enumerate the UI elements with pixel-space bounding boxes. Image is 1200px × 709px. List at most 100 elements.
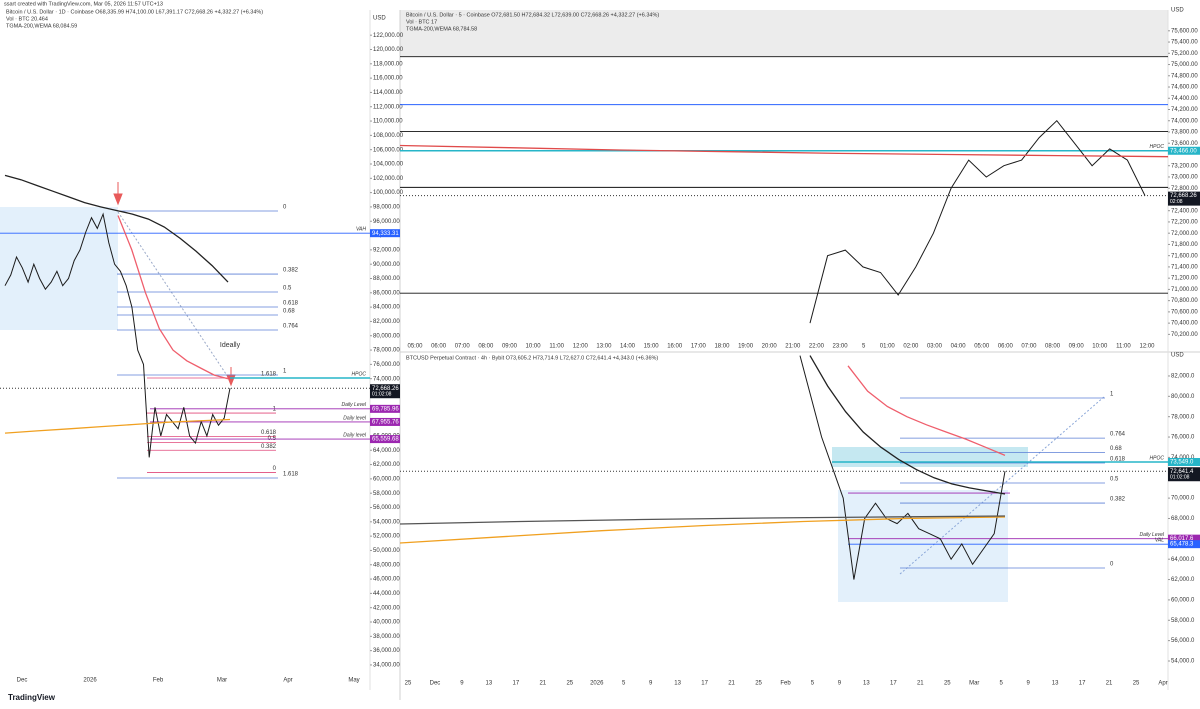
x-tick-label: 10:00: [526, 344, 542, 350]
fib-label: 0.382: [283, 268, 299, 274]
x-tick-label: Mar: [217, 678, 227, 684]
y-tick-label: 75,600.00: [1171, 28, 1198, 34]
y-tick-label: 71,800.00: [1171, 242, 1198, 248]
x-tick-label: 5: [622, 681, 626, 687]
x-tick-label: 25: [1133, 681, 1140, 687]
last-price-tag: [1168, 467, 1200, 482]
x-tick-label: 06:00: [998, 344, 1014, 350]
level-note: VAL: [1155, 537, 1164, 543]
y-tick-label: 88,000.00: [373, 276, 400, 282]
y-tick-label: 64,000.00: [373, 448, 400, 454]
y-tick-label: 64,000.0: [1171, 557, 1195, 563]
x-tick-label: 23:00: [833, 344, 849, 350]
fib-label: 0.618: [1110, 457, 1126, 463]
fib-label: 0.68: [283, 309, 295, 315]
x-tick-label: 9: [460, 681, 464, 687]
legend-line: Vol · BTC 20.464: [6, 16, 48, 22]
y-tick-label: 71,400.00: [1171, 264, 1198, 270]
y-tick-label: 90,000.00: [373, 262, 400, 268]
y-tick-label: 42,000.00: [373, 605, 400, 611]
y-tick-label: 70,000.0: [1171, 496, 1195, 502]
y-tick-label: 56,000.00: [373, 505, 400, 511]
price-tag: [370, 417, 400, 426]
level-note: Daily Level: [342, 402, 367, 408]
y-tick-label: 72,000.00: [1171, 231, 1198, 237]
fib-label: 1.618: [283, 472, 299, 478]
y-tick-label: 110,000.00: [373, 119, 403, 125]
moving-average: [847, 365, 1006, 456]
y-tick-label: 52,000.00: [373, 534, 400, 540]
volume-profile: [838, 490, 1008, 602]
fib-label: 0.618: [261, 430, 277, 436]
fib-label: 0.764: [1110, 432, 1126, 438]
x-tick-label: 11:00: [549, 344, 564, 350]
legend-line: BTCUSD Perpetual Contract · 4h · Bybit O…: [406, 355, 658, 361]
header: ssart created with TradingView.com, Mar …: [4, 1, 163, 7]
y-tick-label: 114,000.00: [373, 90, 403, 96]
moving-average: [399, 144, 1169, 158]
x-tick-label: 11:00: [1116, 344, 1131, 350]
moving-average: [4, 418, 231, 434]
price-tag: [1168, 146, 1200, 155]
y-tick-label: 54,000.0: [1171, 659, 1195, 665]
y-tick-label: 112,000.00: [373, 104, 403, 110]
level-note: Daily Level: [1140, 532, 1165, 538]
y-tick-label: 100,000.00: [373, 190, 404, 196]
fib-label: 0.382: [1110, 497, 1126, 503]
y-tick-label: 72,200.00: [1171, 220, 1198, 226]
countdown: 01:02:08: [1170, 475, 1190, 481]
x-tick-label: 17: [513, 681, 520, 687]
price-tag: [370, 435, 400, 444]
y-tick-label: 102,000.00: [373, 176, 404, 182]
y-tick-label: 73,600.00: [1171, 141, 1198, 147]
y-tick-label: 48,000.00: [373, 562, 400, 568]
moving-average: [399, 516, 1006, 544]
y-tick-label: 98,000.00: [373, 205, 400, 211]
price-tag-label: 73,549.0: [1170, 460, 1194, 466]
y-tick-label: 71,000.00: [1171, 287, 1198, 293]
legend-line: Vol · BTC 17: [406, 19, 437, 25]
moving-average: [117, 215, 229, 380]
y-tick-label: 60,000.0: [1171, 597, 1195, 603]
y-tick-label: 116,000.00: [373, 76, 403, 82]
level-note: Daily level: [343, 432, 367, 438]
x-tick-label: 13: [1052, 681, 1059, 687]
last-price-tag: [1168, 191, 1200, 206]
y-tick-label: 76,000.0: [1171, 435, 1195, 441]
last-price-label: 72,641.4: [1170, 469, 1194, 475]
axis-unit: USD: [1171, 353, 1184, 359]
y-tick-label: 92,000.00: [373, 247, 400, 253]
x-tick-label: 9: [838, 681, 842, 687]
y-tick-label: 36,000.00: [373, 648, 400, 654]
x-tick-label: 25: [566, 681, 573, 687]
x-tick-label: 13: [486, 681, 493, 687]
price-tag-label: 67,955.76: [372, 420, 399, 426]
y-tick-label: 71,600.00: [1171, 253, 1198, 259]
x-tick-label: 13: [863, 681, 870, 687]
x-tick-label: 21: [917, 681, 924, 687]
x-tick-label: 07:00: [1021, 344, 1037, 350]
x-tick-label: Dec: [430, 681, 441, 687]
y-tick-label: 40,000.00: [373, 620, 400, 626]
legend-line: TGMA-200,WEMA 68,784.58: [406, 26, 477, 32]
x-tick-label: 17: [890, 681, 897, 687]
y-tick-label: 50,000.00: [373, 548, 400, 554]
axis-unit: USD: [1171, 8, 1184, 14]
y-tick-label: 74,400.00: [1171, 96, 1198, 102]
x-tick-label: 08:00: [478, 344, 494, 350]
y-tick-label: 104,000.00: [373, 162, 404, 168]
x-tick-label: 14:00: [620, 344, 636, 350]
y-tick-label: 46,000.00: [373, 577, 400, 583]
y-tick-label: 118,000.00: [373, 61, 403, 67]
x-tick-label: 17: [701, 681, 708, 687]
y-tick-label: 75,000.00: [1171, 62, 1198, 68]
y-tick-label: 34,000.00: [373, 663, 400, 669]
fib-label: 0.382: [261, 444, 277, 450]
y-tick-label: 73,200.00: [1171, 163, 1198, 169]
x-tick-label: 12:00: [573, 344, 589, 350]
x-tick-label: 21: [1106, 681, 1113, 687]
x-tick-label: 16:00: [667, 344, 683, 350]
x-tick-label: 02:00: [903, 344, 919, 350]
last-price-label: 72,668.26: [1170, 193, 1197, 199]
y-tick-label: 70,400.00: [1171, 321, 1198, 327]
